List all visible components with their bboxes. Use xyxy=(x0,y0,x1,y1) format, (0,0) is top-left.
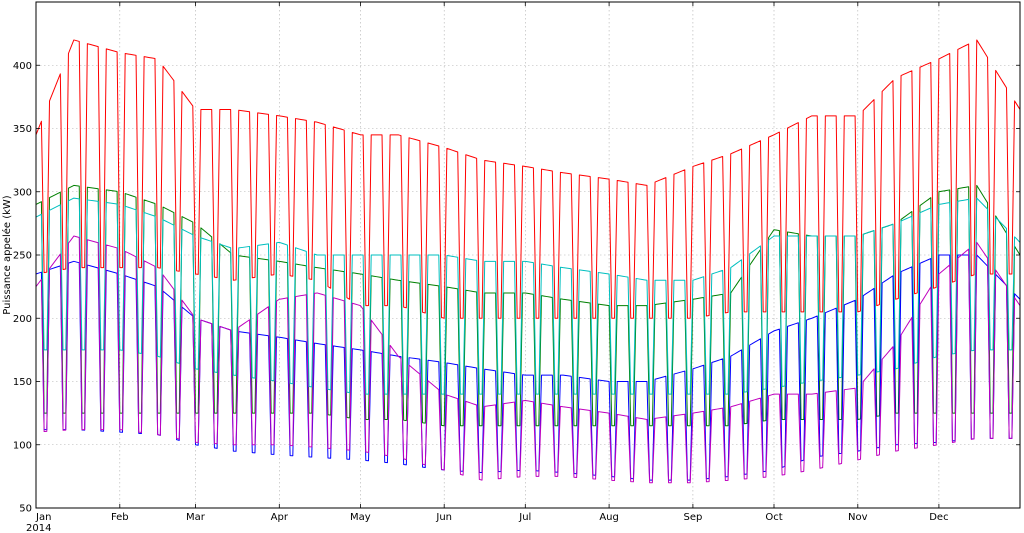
y-tick-label: 100 xyxy=(13,440,32,451)
x-tick-label: May xyxy=(350,512,371,523)
series-group xyxy=(35,39,1021,484)
x-axis-year-label: 2014 xyxy=(26,523,51,533)
x-tick-label: Feb xyxy=(111,512,129,523)
x-axis: Jan Feb Mar Apr May Jun Jul Aug Sep Oct Nov Dec xyxy=(35,2,949,523)
series-line-5 xyxy=(35,235,1021,484)
x-tick-label: Dec xyxy=(929,512,948,523)
x-tick-label: Mar xyxy=(186,512,206,523)
x-tick-label: Jan xyxy=(35,512,51,523)
x-tick-label: Apr xyxy=(271,512,289,523)
y-tick-label: 350 xyxy=(13,124,32,135)
x-tick-label: Oct xyxy=(765,512,782,523)
x-tick-label: Jul xyxy=(518,512,531,523)
y-axis-label: Puissance appelée (kW) xyxy=(1,195,13,315)
x-tick-label: Aug xyxy=(599,512,619,523)
x-tick-label: Nov xyxy=(848,512,868,523)
x-tick-label: Sep xyxy=(683,512,702,523)
y-tick-label: 400 xyxy=(13,61,32,72)
series-line-1 xyxy=(35,39,1021,319)
y-tick-label: 50 xyxy=(19,504,32,515)
x-tick-label: Jun xyxy=(435,512,452,523)
series-line-3 xyxy=(35,197,1021,395)
y-axis: 50 100 150 200 250 300 350 400 xyxy=(13,61,1020,515)
y-tick-label: 200 xyxy=(13,314,32,325)
y-tick-label: 250 xyxy=(13,251,32,262)
y-tick-label: 300 xyxy=(13,187,32,198)
y-tick-label: 150 xyxy=(13,377,32,388)
